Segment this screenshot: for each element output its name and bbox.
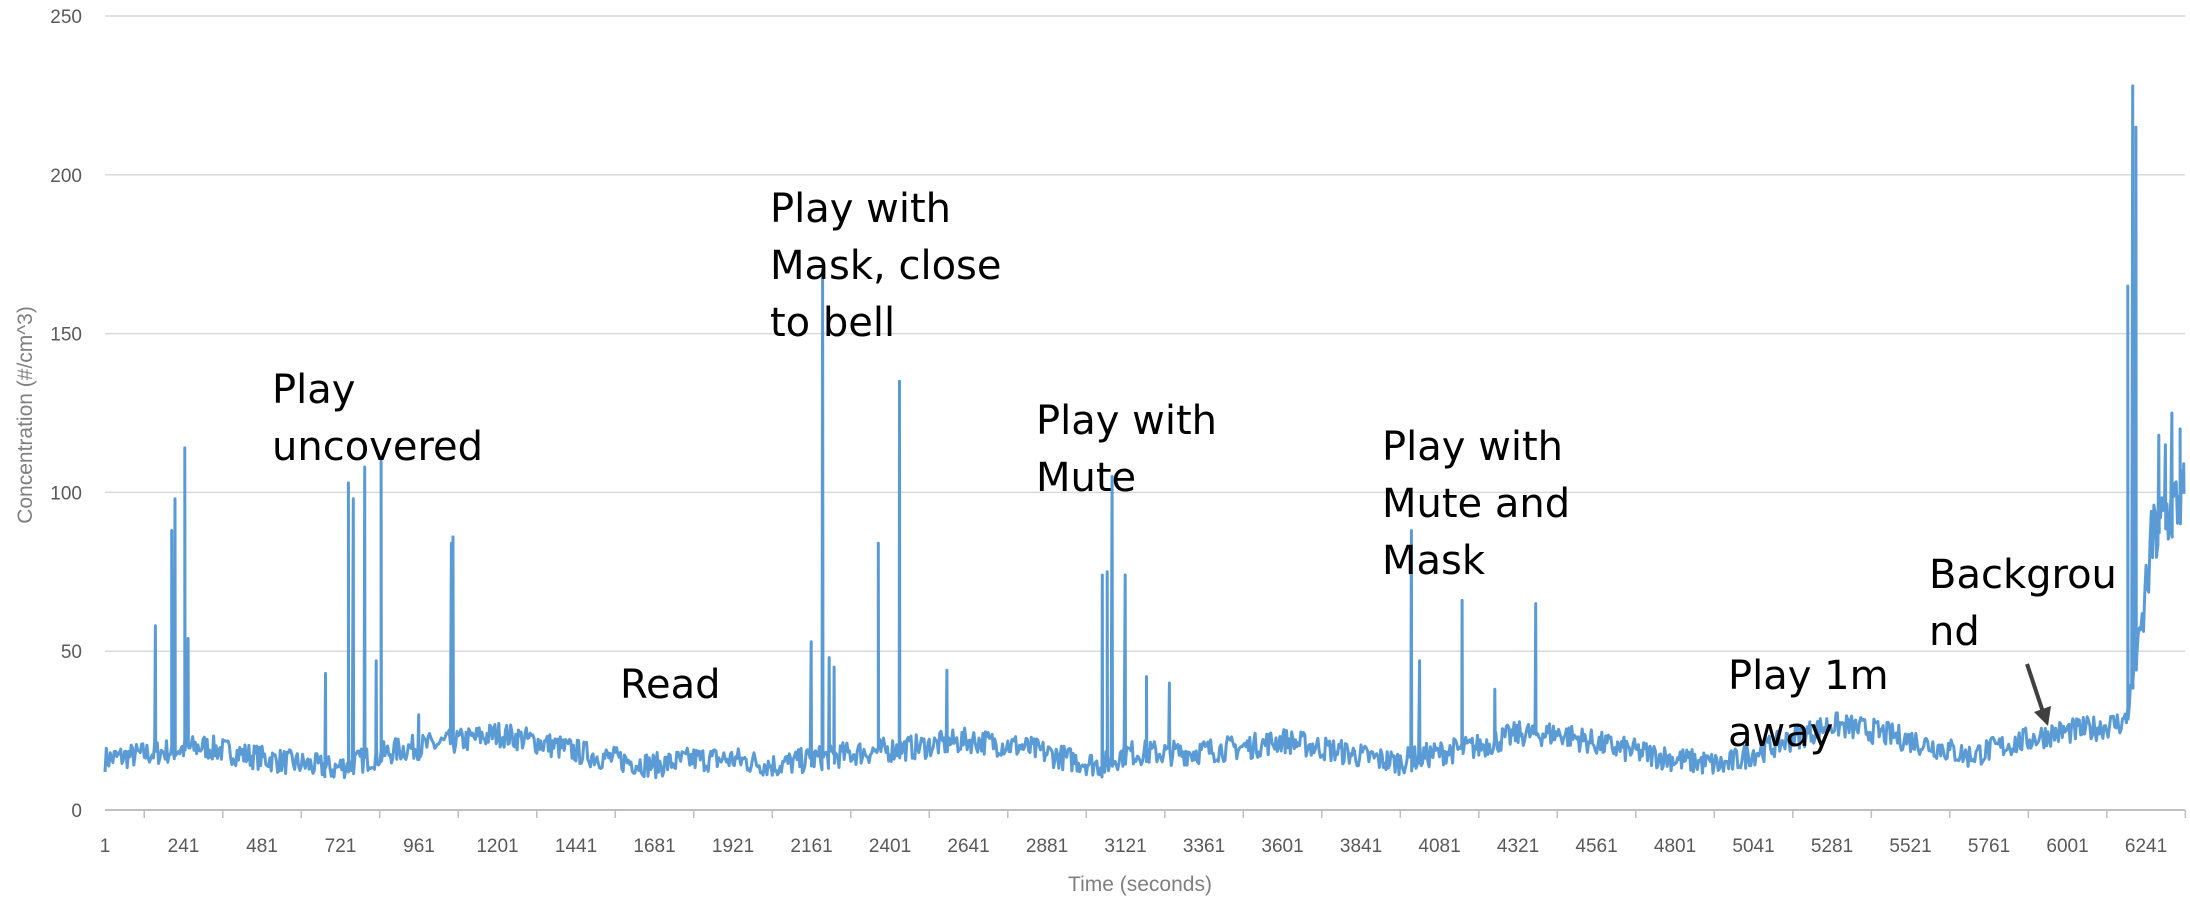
y-tick-label: 250 [50,7,82,28]
x-tick-label: 3121 [1104,836,1146,857]
series-line [103,84,2186,780]
x-tick-label: 1201 [476,836,518,857]
x-tick-label: 2881 [1026,836,1068,857]
x-tick-label: 1 [100,836,111,857]
annotations: Play uncovered Read Play with Mask, close to … [272,186,2117,756]
annotation-play-1m: away [1728,710,1833,756]
x-axis-title: Time (seconds) [1068,873,1212,896]
annotation-play-mute-mask: Mute and [1382,481,1570,527]
y-tick-label: 50 [61,642,82,663]
x-tick-label: 2161 [790,836,832,857]
x-tick-label: 1921 [712,836,754,857]
x-tick-label: 3361 [1183,836,1225,857]
y-tick-label: 100 [50,483,82,504]
x-tick-label: 3601 [1261,836,1303,857]
x-tick-label: 5041 [1732,836,1774,857]
x-tick-label: 4081 [1418,836,1460,857]
annotation-play-mask: Play with [770,186,951,232]
x-tick-label: 5761 [1968,836,2010,857]
annotation-play-uncovered: uncovered [272,424,483,470]
x-tick-label: 721 [325,836,357,857]
annotation-play-1m: Play 1m [1728,653,1889,699]
y-tick-label: 150 [50,325,82,346]
x-tick-label: 4801 [1654,836,1696,857]
background-arrow-head [2034,706,2051,726]
annotation-background: nd [1929,609,1980,655]
annotation-play-mask: to bell [770,300,895,346]
x-tick-label: 3841 [1340,836,1382,857]
x-tick-label: 5521 [1889,836,1931,857]
x-tick-label: 2401 [869,836,911,857]
x-tick-label: 481 [246,836,278,857]
x-tick-label: 6001 [2046,836,2088,857]
annotation-play-uncovered: Play [272,367,355,413]
annotation-background: Backgrou [1929,552,2117,598]
annotation-read: Read [620,662,721,708]
background-arrow [2025,663,2045,713]
x-tick-label: 4321 [1497,836,1539,857]
x-tick-label: 1441 [555,836,597,857]
x-tick-label: 6241 [2125,836,2167,857]
y-tick-label: 0 [71,801,82,822]
annotation-play-mute-mask: Play with [1382,424,1563,470]
x-tick-label: 4561 [1575,836,1617,857]
x-axis-ticks: 1 241 481 721 961 1201 1441 1681 1921 2161 2401 264… [100,810,2187,857]
gridlines [105,15,2185,652]
x-tick-label: 961 [403,836,435,857]
x-tick-label: 2641 [947,836,989,857]
y-axis-title: Concentration (#/cm^3) [14,306,37,524]
annotation-play-mask: Mask, close [770,243,1001,289]
y-tick-label: 200 [50,166,82,187]
y-axis-ticks: 0 50 100 150 200 250 [50,7,82,822]
annotation-play-mute: Mute [1036,455,1136,501]
x-tick-label: 5281 [1811,836,1853,857]
x-tick-label: 1681 [633,836,675,857]
x-tick-label: 241 [168,836,200,857]
annotation-play-mute: Play with [1036,398,1217,444]
annotation-play-mute-mask: Mask [1382,538,1486,584]
